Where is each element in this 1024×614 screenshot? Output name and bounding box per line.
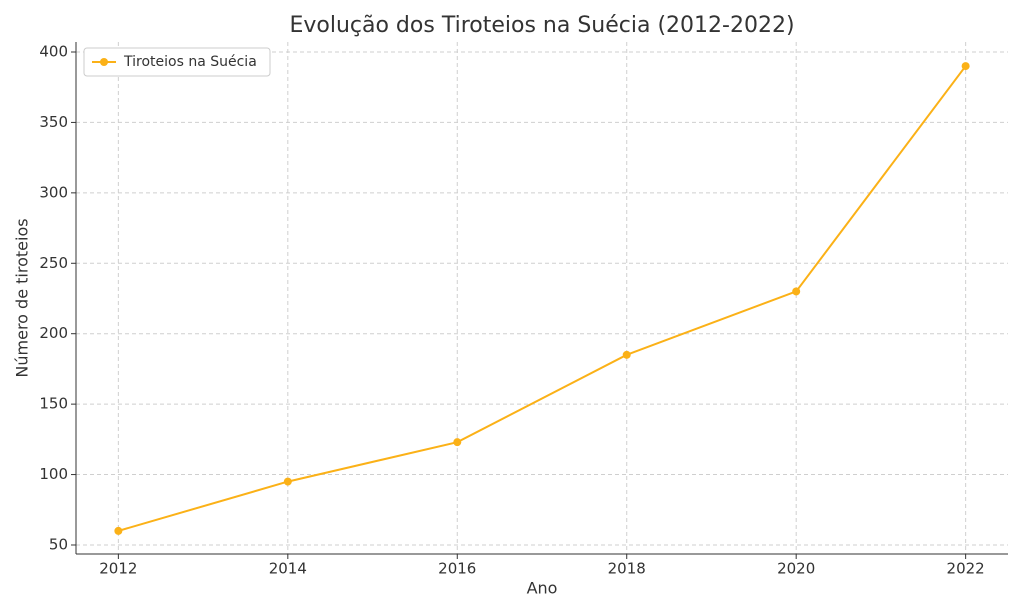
legend-box <box>83 47 271 77</box>
x-tick-label: 2016 <box>438 560 476 578</box>
y-tick-label: 50 <box>49 535 68 553</box>
line <box>118 65 967 532</box>
point <box>283 477 292 486</box>
y-tick-label: 200 <box>39 324 68 342</box>
x-tick-label: 2012 <box>99 560 137 578</box>
point <box>961 62 970 71</box>
x-tick-label: 2018 <box>608 560 646 578</box>
legend-label: Tiroteios na Suécia <box>123 54 257 70</box>
y-tick-label: 300 <box>39 183 68 201</box>
point <box>622 350 631 359</box>
x-tick-label: 2014 <box>269 560 307 578</box>
y-axis-label: Número de tiroteios <box>13 218 32 377</box>
legend-marker <box>100 58 108 66</box>
y-tick-label: 400 <box>39 43 68 61</box>
x-axis-label: Ano <box>527 579 558 598</box>
y-tick-label: 150 <box>39 395 68 413</box>
x-tick-label: 2020 <box>777 560 815 578</box>
point <box>453 438 462 447</box>
x-tick-label: 2022 <box>947 560 985 578</box>
legend: Tiroteios na Suécia <box>83 47 271 77</box>
y-tick-label: 350 <box>39 113 68 131</box>
chart-title: Evolução dos Tiroteios na Suécia (2012-2… <box>289 13 794 38</box>
y-tick-label: 250 <box>39 254 68 272</box>
point <box>114 526 123 535</box>
y-tick-label: 100 <box>39 465 68 483</box>
point <box>792 287 801 296</box>
